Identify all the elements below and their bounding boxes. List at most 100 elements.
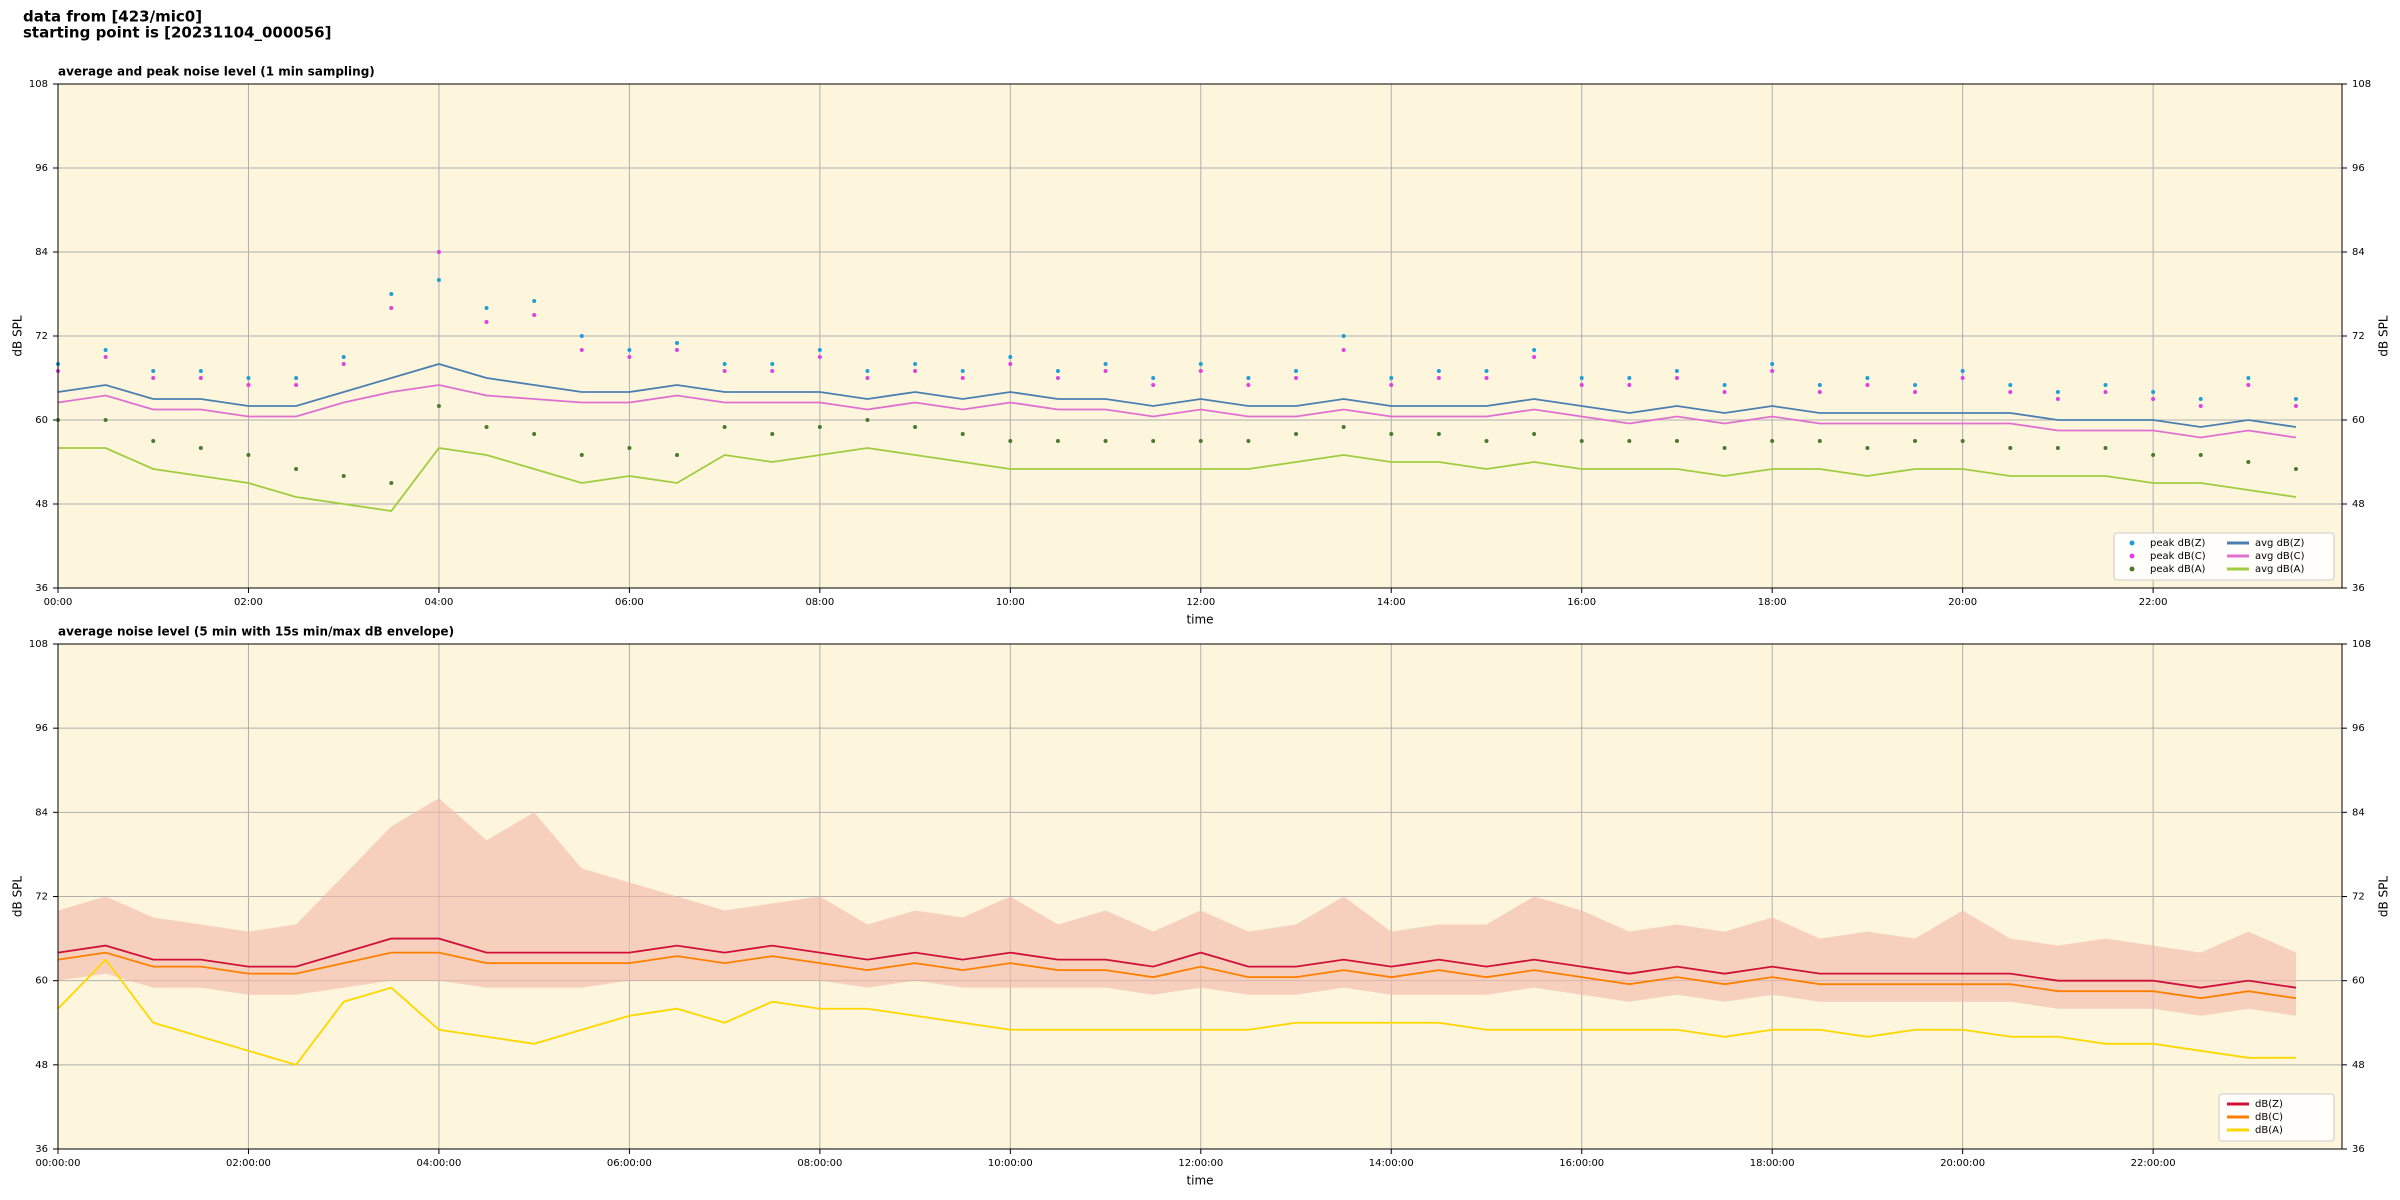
peak-point <box>770 432 775 436</box>
peak-point <box>2246 376 2251 380</box>
y-tick-label: 48 <box>35 1060 48 1071</box>
peak-point <box>294 376 299 380</box>
y-tick-label-right: 60 <box>2352 976 2365 987</box>
peak-point <box>2055 446 2060 450</box>
legend-label: peak dB(C) <box>2150 551 2206 562</box>
peak-point <box>1198 369 1203 373</box>
x-tick-label: 00:00:00 <box>36 1158 81 1169</box>
y-tick-label-right: 60 <box>2352 415 2365 426</box>
peak-point <box>960 369 965 373</box>
peak-point <box>865 369 870 373</box>
peak-point <box>675 453 680 457</box>
peak-point <box>1865 376 1870 380</box>
x-tick-label: 22:00 <box>2139 597 2168 608</box>
x-tick-label: 04:00 <box>425 597 454 608</box>
peak-point <box>1865 383 1870 387</box>
peak-point <box>2055 397 2060 401</box>
legend-label: dB(C) <box>2255 1112 2283 1123</box>
header-line: starting point is [20231104_000056] <box>23 24 331 42</box>
peak-point <box>532 299 537 303</box>
peak-point <box>1055 376 1060 380</box>
peak-point <box>198 376 203 380</box>
x-tick-label: 10:00 <box>996 597 1025 608</box>
peak-point <box>1294 376 1299 380</box>
peak-point <box>389 292 394 296</box>
peak-point <box>2055 390 2060 394</box>
x-tick-label: 02:00 <box>234 597 263 608</box>
y-tick-label-right: 72 <box>2352 331 2365 342</box>
peak-point <box>817 355 822 359</box>
peak-point <box>1055 439 1060 443</box>
y-tick-label: 84 <box>35 247 48 258</box>
peak-point <box>1055 369 1060 373</box>
peak-point <box>1960 439 1965 443</box>
peak-point <box>770 369 775 373</box>
peak-point <box>1341 334 1346 338</box>
y-tick-label-right: 96 <box>2352 163 2365 174</box>
peak-point <box>341 362 346 366</box>
envelope-area <box>58 798 2296 1016</box>
peak-point <box>2008 390 2013 394</box>
x-tick-label: 10:00:00 <box>988 1158 1033 1169</box>
plot-frame <box>57 643 2343 1150</box>
series-line <box>57 384 2297 439</box>
peak-point <box>103 348 108 352</box>
peak-point <box>103 355 108 359</box>
peak-point <box>1817 383 1822 387</box>
y-tick-label: 108 <box>29 639 48 650</box>
peak-point <box>484 425 489 429</box>
peak-point <box>389 306 394 310</box>
peak-point <box>627 355 632 359</box>
y-tick-label: 72 <box>35 892 48 903</box>
plot-frame <box>57 83 2343 589</box>
peak-point <box>484 320 489 324</box>
legend-marker <box>2129 540 2135 546</box>
peak-point <box>1008 439 1013 443</box>
peak-point <box>2008 383 2013 387</box>
peak-point <box>1151 376 1156 380</box>
y-tick-label-right: 108 <box>2352 79 2371 90</box>
peak-point <box>1913 383 1918 387</box>
peak-point <box>1674 439 1679 443</box>
peak-point <box>2246 460 2251 464</box>
peak-point <box>341 474 346 478</box>
x-tick-label: 14:00:00 <box>1369 1158 1414 1169</box>
x-tick-label: 16:00:00 <box>1559 1158 1604 1169</box>
peak-point <box>817 425 822 429</box>
legend-box <box>2113 532 2335 581</box>
peak-point <box>960 376 965 380</box>
peak-point <box>2246 383 2251 387</box>
legend-marker <box>2129 566 2135 572</box>
peak-point <box>722 425 727 429</box>
y-axis-label-right: dB SPL <box>2377 315 2391 357</box>
peak-point <box>1436 432 1441 436</box>
y-tick-label: 72 <box>35 331 48 342</box>
series-line <box>57 951 2297 1000</box>
y-axis-label-right: dB SPL <box>2377 876 2391 918</box>
peak-point <box>151 369 156 373</box>
y-tick-label: 96 <box>35 163 48 174</box>
peak-point <box>1436 369 1441 373</box>
peak-point <box>1722 446 1727 450</box>
peak-point <box>436 404 441 408</box>
peak-point <box>865 376 870 380</box>
peak-point <box>1817 439 1822 443</box>
y-tick-label-right: 72 <box>2352 892 2365 903</box>
y-tick-label-right: 108 <box>2352 639 2371 650</box>
peak-point <box>198 446 203 450</box>
y-tick-label: 108 <box>29 79 48 90</box>
peak-point <box>532 313 537 317</box>
peak-point <box>2151 453 2156 457</box>
peak-point <box>1770 369 1775 373</box>
peak-point <box>1341 425 1346 429</box>
peak-point <box>1484 376 1489 380</box>
y-tick-label-right: 36 <box>2352 583 2365 594</box>
peak-point <box>627 446 632 450</box>
y-tick-label: 60 <box>35 415 48 426</box>
peak-point <box>1436 376 1441 380</box>
x-axis-label: time <box>1186 1174 1213 1188</box>
peak-point <box>2103 390 2108 394</box>
y-tick-label: 36 <box>35 583 48 594</box>
x-tick-label: 02:00:00 <box>226 1158 271 1169</box>
